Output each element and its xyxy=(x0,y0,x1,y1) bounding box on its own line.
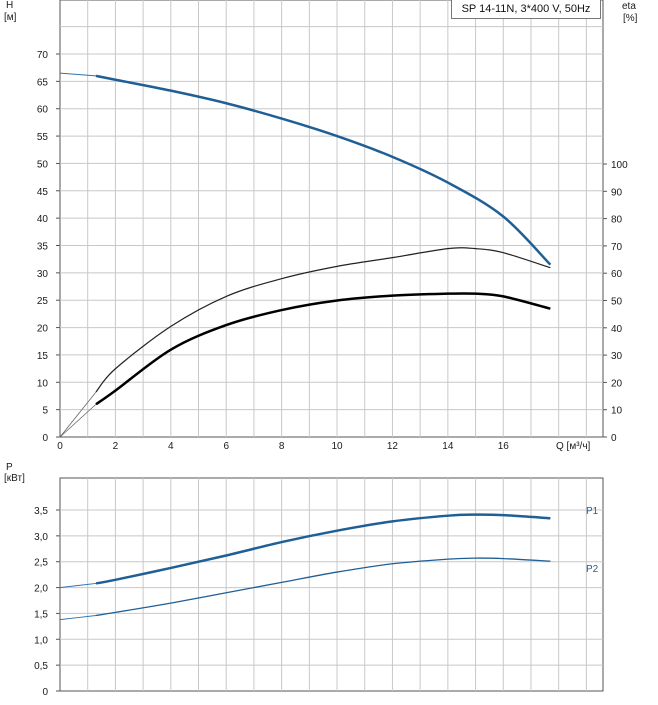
power-curve-p2-extrapolated xyxy=(59,615,97,621)
h-tick-label: 30 xyxy=(37,269,49,280)
h-tick-label: 25 xyxy=(37,296,49,307)
h-tick-label: 70 xyxy=(37,50,49,61)
p-tick-label: 2,5 xyxy=(34,558,48,569)
eta-tick-label: 30 xyxy=(611,351,623,362)
eta-curve-2-origin xyxy=(59,391,97,438)
h-axis-unit: [м] xyxy=(4,12,17,23)
eta-curve-1 xyxy=(95,292,551,406)
p-axis-label: P xyxy=(6,462,13,473)
h-tick-label: 10 xyxy=(37,378,49,389)
p-tick-label: 1,5 xyxy=(34,609,48,620)
p-tick-label: 3,5 xyxy=(34,506,48,517)
eta-tick-label: 10 xyxy=(611,406,623,417)
q-tick-label: 12 xyxy=(387,441,399,452)
q-axis-label: Q [м³/ч] xyxy=(556,441,591,452)
eta-tick-label: 100 xyxy=(611,160,628,171)
eta-curve-1-origin xyxy=(59,403,97,438)
h-tick-label: 15 xyxy=(37,351,49,362)
eta-tick-label: 90 xyxy=(611,187,623,198)
eta-axis-unit: [%] xyxy=(623,13,638,24)
q-tick-label: 10 xyxy=(331,441,343,452)
q-tick-label: 8 xyxy=(279,441,285,452)
p-tick-label: 1,0 xyxy=(34,635,48,646)
h-tick-label: 5 xyxy=(42,406,48,417)
q-tick-label: 0 xyxy=(57,441,63,452)
power-panel-frame xyxy=(59,477,604,692)
eta-tick-label: 80 xyxy=(611,215,623,226)
eta-tick-label: 20 xyxy=(611,378,623,389)
p-tick-label: 0,5 xyxy=(34,661,48,672)
h-tick-label: 60 xyxy=(37,105,49,116)
h-tick-label: 55 xyxy=(37,132,49,143)
q-tick-label: 14 xyxy=(442,441,454,452)
h-tick-label: 40 xyxy=(37,214,49,225)
eta-tick-label: 60 xyxy=(611,269,623,280)
h-tick-label: 0 xyxy=(42,433,48,444)
h-axis-label: H xyxy=(6,0,13,11)
eta-tick-label: 50 xyxy=(611,297,623,308)
h-tick-label: 45 xyxy=(37,187,49,198)
p-axis-unit: [кВт] xyxy=(4,473,25,484)
eta-curve-2 xyxy=(95,247,551,393)
p-tick-label: 2,0 xyxy=(34,584,48,595)
h-tick-label: 35 xyxy=(37,242,49,253)
h-tick-label: 20 xyxy=(37,324,49,335)
q-tick-label: 2 xyxy=(113,441,119,452)
chart-title-box: SP 14-11N, 3*400 V, 50Hz xyxy=(451,0,601,19)
power-curve-p2 xyxy=(95,557,551,617)
eta-tick-label: 40 xyxy=(611,324,623,335)
power-curve-p1 xyxy=(95,513,551,585)
eta-tick-label: 70 xyxy=(611,242,623,253)
power-series-label-p1: P1 xyxy=(586,506,599,517)
power-curve-p1-extrapolated xyxy=(59,582,97,589)
h-tick-label: 65 xyxy=(37,77,49,88)
eta-axis-label: eta xyxy=(622,1,636,12)
head-curve-extrapolated xyxy=(59,72,97,77)
power-series-label-p2: P2 xyxy=(586,564,599,575)
p-tick-label: 3,0 xyxy=(34,532,48,543)
q-tick-label: 4 xyxy=(168,441,174,452)
eta-tick-label: 0 xyxy=(611,433,617,444)
h-tick-label: 50 xyxy=(37,159,49,170)
head-curve xyxy=(95,74,552,266)
chart-title: SP 14-11N, 3*400 V, 50Hz xyxy=(461,3,591,15)
q-tick-label: 6 xyxy=(223,441,229,452)
q-tick-label: 16 xyxy=(498,441,510,452)
p-tick-label: 0 xyxy=(42,687,48,698)
